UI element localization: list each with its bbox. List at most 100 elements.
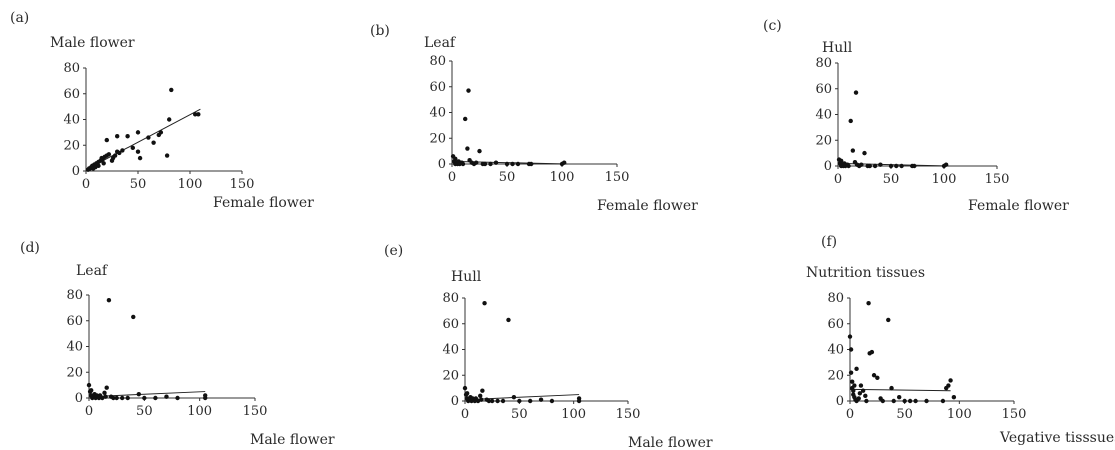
scatter-panel: (c)HullFemale flower0204060800 50 100 150 [763,18,1069,214]
panel-label: (a) [10,10,29,26]
x-tick-label: 50 [883,172,900,187]
data-point [854,367,858,371]
panel-label: (e) [384,243,403,259]
y-axis-title: Male flower [50,35,135,51]
y-axis-title: Hull [451,269,482,285]
data-point [89,388,93,392]
x-tick-label: 0 [461,407,469,422]
data-point [167,117,171,121]
data-point [164,395,168,399]
data-point [120,148,124,152]
x-tick-label: 50 [511,407,528,422]
data-point [852,383,856,387]
y-axis-title: Leaf [424,35,457,51]
data-point [897,395,901,399]
data-point [495,399,499,403]
data-point [175,396,179,400]
y-tick-label: 20 [827,368,844,383]
data-point [863,394,867,398]
data-point [577,399,581,403]
data-point [153,396,157,400]
x-tick-label: 0 [448,170,456,185]
data-point [902,399,906,403]
data-point [946,383,950,387]
x-tick-label: 150 [616,407,641,422]
data-point [854,90,858,94]
data-point [952,395,956,399]
data-point [889,164,893,168]
data-point [463,386,467,390]
data-point [102,391,106,395]
data-point [105,386,109,390]
data-point [510,162,514,166]
panel-label: (f) [821,234,837,250]
data-point [870,350,874,354]
data-point [845,163,849,167]
x-tick-label: 100 [561,407,586,422]
x-tick-label: 0 [82,177,90,192]
y-axis-title: Leaf [76,263,109,279]
data-point [886,318,890,322]
data-point [516,162,520,166]
y-tick-label: 40 [66,340,83,355]
data-point [203,396,207,400]
data-point [849,347,853,351]
data-point [908,399,912,403]
data-point [131,315,135,319]
data-point [107,152,111,156]
data-point [120,396,124,400]
y-tick-label: 0 [438,157,446,172]
x-tick-label: 100 [947,407,972,422]
data-point [115,134,119,138]
y-tick-label: 20 [66,365,83,380]
scatter-panel: (a) Male flower Female flower 0 20 40 60 80 0 50 1… [10,10,314,211]
data-point [941,399,945,403]
x-tick-label: 100 [178,177,203,192]
data-point [142,396,146,400]
x-tick-label: 50 [896,407,913,422]
data-point [875,376,879,380]
data-point [839,159,843,163]
data-point [465,146,469,150]
data-point [490,399,494,403]
x-tick-label: 0 [846,407,854,422]
data-point [539,398,543,402]
data-point [196,112,200,116]
data-point [858,391,862,395]
data-point [528,399,532,403]
data-point [151,140,155,144]
data-point [562,161,566,165]
y-axis-title: Hull [822,40,853,56]
x-tick-label: 150 [985,172,1010,187]
y-tick-label: 60 [442,317,459,332]
data-point [483,162,487,166]
data-point [859,383,863,387]
data-point [868,164,872,168]
data-point [103,395,107,399]
data-point [848,334,852,338]
x-tick-label: 100 [550,170,575,185]
data-point [91,166,95,170]
scatter-panel: (f) Nutrition tissues Vegative tisssues 0 20… [806,234,1115,446]
y-tick-label: 40 [815,108,832,123]
data-point [482,301,486,305]
data-point [460,161,464,165]
data-point [850,379,854,383]
data-point [851,389,855,393]
data-point [453,157,457,161]
y-tick-label: 60 [66,314,83,329]
data-point [948,378,952,382]
data-point [494,161,498,165]
scatter-panel: (b) Leaf Female flower 0 20 40 60 80 0 50 100 150 [370,23,698,214]
data-point [889,386,893,390]
x-tick-label: 100 [932,172,957,187]
data-point [465,391,469,395]
x-axis-title: Female flower [213,195,314,211]
data-point [97,396,101,400]
y-tick-label: 40 [429,106,446,121]
x-tick-label: 0 [834,172,842,187]
x-tick-label: 150 [605,170,630,185]
x-axis-title: Female flower [597,198,698,214]
x-tick-label: 50 [130,177,147,192]
